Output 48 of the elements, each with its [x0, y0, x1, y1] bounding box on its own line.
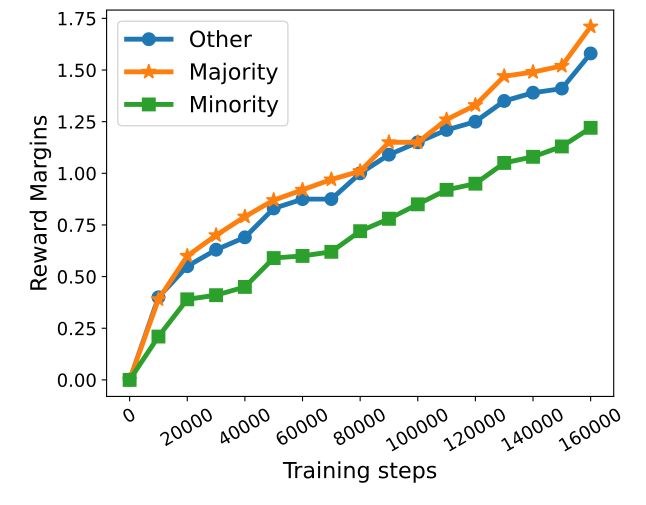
x-tick-label: 0	[121, 407, 136, 424]
point	[468, 176, 482, 191]
point	[238, 230, 252, 244]
point	[208, 226, 224, 242]
legend-label: Other	[190, 30, 252, 48]
point	[238, 280, 252, 294]
point	[236, 208, 253, 224]
point	[467, 96, 484, 112]
point	[410, 197, 425, 212]
point	[353, 224, 368, 238]
point	[440, 182, 454, 197]
point	[179, 248, 196, 263]
point	[582, 18, 599, 34]
y-tick-label: 0.50	[58, 270, 96, 284]
y-tick-label: 1.75	[58, 12, 96, 26]
legend-label: Minority	[190, 95, 278, 117]
x-axis-title: Training steps	[282, 461, 436, 483]
y-tick-label: 0.00	[58, 373, 96, 388]
point	[209, 242, 224, 257]
point	[266, 251, 281, 265]
y-tick-label: 1.50	[58, 63, 96, 78]
point	[554, 140, 569, 154]
point	[584, 120, 598, 135]
y-tick-label: 0.75	[58, 218, 96, 232]
y-tick-label: 0.25	[58, 322, 96, 336]
point	[497, 94, 512, 108]
point	[381, 134, 397, 150]
point	[584, 46, 598, 60]
y-tick-label: 1.25	[58, 115, 96, 129]
point	[352, 162, 368, 178]
point	[324, 244, 338, 259]
point	[554, 82, 569, 96]
point	[497, 156, 512, 170]
point	[209, 288, 224, 302]
y-axis-title: Reward Margins	[30, 116, 52, 290]
point	[468, 114, 482, 129]
point	[296, 249, 310, 263]
point	[440, 122, 454, 137]
point	[554, 58, 570, 73]
point	[152, 330, 166, 344]
y-tick-label: 1.00	[58, 166, 96, 180]
point	[526, 86, 540, 100]
legend-label: Majority	[190, 62, 278, 84]
point	[526, 150, 540, 164]
point	[382, 148, 396, 162]
point	[382, 212, 396, 226]
point	[324, 192, 338, 206]
point	[180, 292, 194, 306]
